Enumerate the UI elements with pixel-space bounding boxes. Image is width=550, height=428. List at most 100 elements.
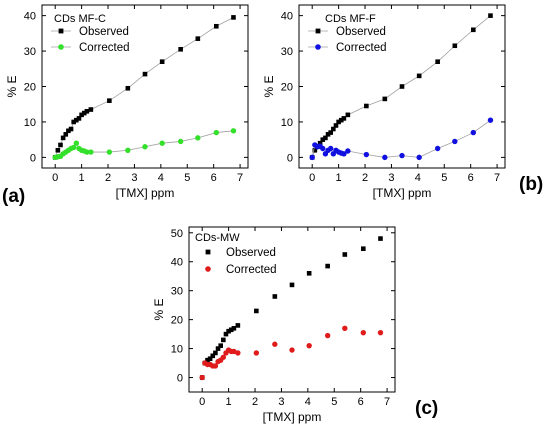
panel-1-data-point	[231, 15, 236, 20]
panel-3-y-tick-label: 0	[177, 373, 183, 385]
panel-1-series-corrected	[52, 128, 237, 161]
panel-2-data-point	[399, 152, 405, 159]
panel-1-x-tick-label: 6	[211, 172, 217, 184]
panel-2-data-point	[382, 96, 388, 102]
panel-1-plot-frame	[41, 4, 249, 169]
panel-3-legend-label: Corrected	[226, 264, 277, 276]
panel-3-data-point	[360, 329, 367, 336]
panel-2-data-point	[345, 148, 351, 154]
panel-3-data-point	[272, 294, 278, 299]
panel-3-data-point	[231, 326, 237, 331]
panel-1-data-point	[213, 129, 220, 136]
panel-2-data-point	[488, 13, 493, 18]
panel-1-data-point	[142, 144, 148, 150]
panel-1-x-tick-label: 4	[158, 172, 164, 184]
panel-1-x-tick-label: 7	[237, 172, 243, 184]
panel-1-y-tick-label: 40	[24, 11, 36, 23]
panel-3-data-point	[289, 347, 295, 353]
panel-1-y-tick-label: 0	[30, 152, 36, 164]
panel-1-panel-label: (a)	[2, 186, 25, 207]
panel-2-data-point	[317, 140, 323, 146]
panel-3-y-tick-label: 30	[171, 286, 183, 298]
panel-2-data-point	[435, 59, 440, 64]
panel-3-data-point	[213, 350, 218, 356]
panel-1-y-tick-label: 20	[24, 82, 36, 94]
panel-1-y-axis-title: % E	[5, 75, 19, 97]
panel-1-series-line	[54, 17, 234, 158]
panel-1-data-point	[159, 59, 165, 64]
panel-3-data-point	[325, 263, 330, 269]
panel-1-x-tick-label: 3	[131, 172, 137, 184]
panel-3-x-tick-label: 5	[331, 396, 337, 408]
panel-2: 0 1 2 3 4 5 6 7 0 10 20 30 40 [TMX] ppm % E CDs MF-F (b)…	[262, 4, 543, 200]
panel-3-y-tick-label: 20	[171, 315, 183, 327]
panel-3-data-point	[210, 353, 216, 359]
panel-1-data-point	[195, 135, 201, 141]
panel-1-data-point	[84, 109, 90, 114]
panel-2-x-tick-label: 0	[309, 172, 315, 184]
panel-3-data-point	[342, 252, 348, 257]
panel-1-legend-marker	[58, 44, 64, 50]
panel-3-data-point	[306, 342, 312, 349]
panel-1-data-point	[84, 149, 90, 155]
panel-1-y-tick-label: 10	[24, 117, 36, 129]
panel-2-data-point	[333, 123, 339, 128]
panel-2-x-tick-label: 3	[388, 172, 394, 184]
panel-2-data-point	[323, 135, 328, 141]
panel-2-y-tick-label: 40	[281, 11, 293, 23]
panel-3-data-point	[342, 325, 348, 332]
panel-3-data-point	[226, 328, 231, 334]
panel-2-legend-label: Observed	[336, 26, 386, 38]
panel-1-data-point	[74, 117, 79, 123]
panel-2-data-point	[312, 147, 318, 153]
panel-1-series-observed	[52, 15, 236, 160]
panel-3-data-point	[215, 346, 221, 351]
panel-3-data-point	[361, 246, 366, 252]
panel-2-legend-label: Corrected	[336, 42, 387, 54]
panel-1-data-point	[73, 140, 80, 146]
panel-3: 0 1 2 3 4 5 6 7 0 10 20 30 40 50 [TMX] ppm % E CDs-MW (c)…	[152, 226, 438, 424]
panel-2-data-point	[399, 84, 405, 89]
panel-3-data-point	[228, 327, 234, 333]
panel-3-data-point	[324, 332, 331, 339]
panel-1-data-point	[230, 128, 237, 134]
panel-2-x-tick-label: 2	[362, 172, 368, 184]
panel-2-y-tick-label: 30	[281, 46, 293, 58]
panel-2-x-axis-title: [TMX] ppm	[373, 186, 432, 200]
panel-2-data-point	[363, 151, 370, 158]
panel-1-legend-marker	[58, 28, 64, 34]
panel-2-y-tick-label: 0	[287, 152, 293, 164]
panel-3-y-tick-label: 40	[171, 257, 183, 269]
panel-3-x-tick-label: 1	[226, 396, 232, 408]
panel-1-x-tick-label: 1	[79, 172, 85, 184]
panel-1-data-point	[125, 147, 131, 153]
panel-2-series-observed	[309, 13, 493, 160]
panel-2-data-point	[331, 126, 336, 132]
panel-2-data-point	[341, 116, 347, 121]
panel-3-legend-marker	[205, 266, 211, 272]
panel-1-data-point	[81, 110, 87, 116]
panel-2-data-point	[452, 43, 458, 49]
panel-3-data-point	[235, 350, 241, 356]
panel-3-x-tick-label: 3	[278, 396, 284, 408]
panel-1-data-point	[178, 46, 183, 52]
panel-3-y-axis-title: % E	[152, 298, 166, 320]
panel-3-data-point	[221, 337, 226, 343]
panel-3-data-point	[378, 236, 383, 241]
panel-2-series-corrected	[309, 117, 494, 161]
panel-1-x-tick-label: 5	[184, 172, 190, 184]
panel-3-x-tick-label: 6	[358, 396, 364, 408]
panel-1-x-axis-title: [TMX] ppm	[116, 186, 175, 200]
panel-3-data-point	[377, 329, 384, 336]
panel-3-x-tick-label: 0	[199, 396, 205, 408]
panel-2-chart-title: CDs MF-F	[325, 13, 376, 25]
panel-2-data-point	[327, 145, 334, 152]
panel-1-data-point	[63, 132, 69, 137]
panel-3-panel-label: (c)	[415, 398, 438, 419]
panel-3-data-point	[212, 363, 219, 369]
panel-3-data-point	[207, 356, 213, 362]
panel-3-plot-frame	[188, 226, 396, 393]
panel-1-legend-label: Observed	[79, 26, 129, 38]
panel-1: 0 1 2 3 4 5 6 7 0 10 20 30 40 [TMX] ppm % E CDs MF-C (a)…	[2, 4, 249, 207]
